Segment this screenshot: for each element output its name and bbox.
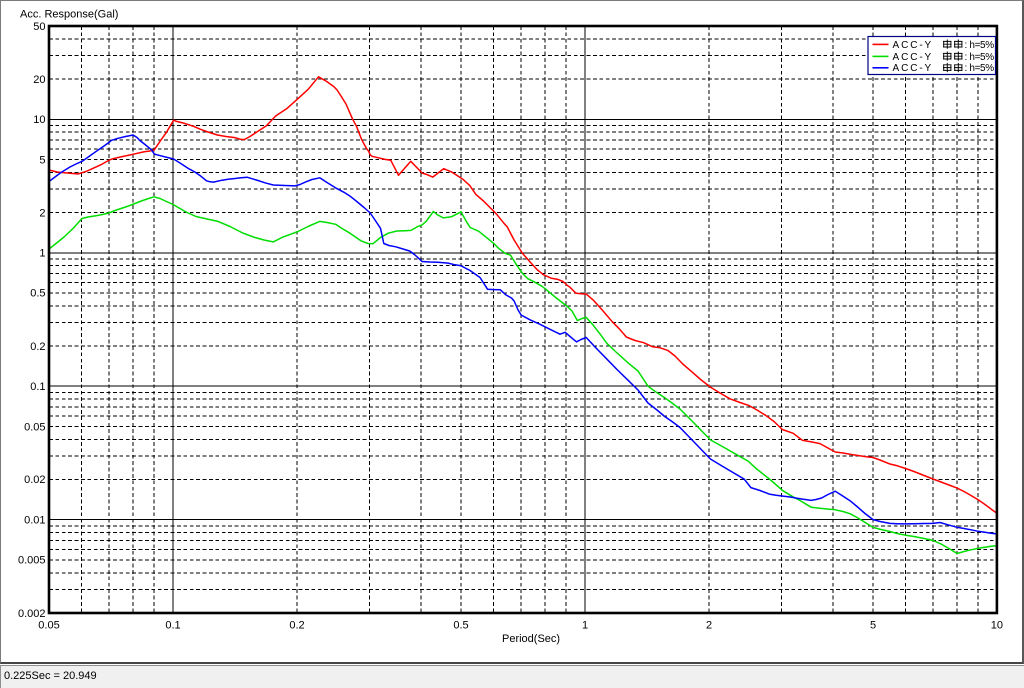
svg-text:0.2: 0.2 <box>30 341 45 353</box>
svg-text:5: 5 <box>870 620 876 632</box>
svg-text:0.05: 0.05 <box>24 422 45 434</box>
svg-text:: h=5%: : h=5% <box>965 52 995 63</box>
svg-text:0.5: 0.5 <box>30 288 45 300</box>
svg-text:0.1: 0.1 <box>30 381 45 393</box>
svg-text:1: 1 <box>582 620 588 632</box>
svg-text:0.002: 0.002 <box>18 608 46 620</box>
svg-text:5: 5 <box>39 154 45 166</box>
svg-text:0.01: 0.01 <box>24 515 45 527</box>
svg-text:0.2: 0.2 <box>289 620 304 632</box>
svg-text:: h=5%: : h=5% <box>965 63 995 74</box>
svg-text:: h=5%: : h=5% <box>965 40 995 51</box>
svg-text:Acc. Response(Gal): Acc. Response(Gal) <box>20 9 118 21</box>
svg-text:0.05: 0.05 <box>38 620 59 632</box>
svg-text:20: 20 <box>33 74 45 86</box>
svg-text:1: 1 <box>39 248 45 260</box>
svg-text:0.005: 0.005 <box>18 555 46 567</box>
svg-text:0.1: 0.1 <box>165 620 180 632</box>
svg-text:ACC-Y: ACC-Y <box>893 52 934 63</box>
svg-text:0.02: 0.02 <box>24 474 45 486</box>
svg-text:ACC-Y: ACC-Y <box>893 40 934 51</box>
svg-text:10: 10 <box>991 620 1003 632</box>
svg-text:2: 2 <box>39 207 45 219</box>
svg-text:ACC-Y: ACC-Y <box>893 63 934 74</box>
svg-text:0.5: 0.5 <box>453 620 468 632</box>
svg-text:10: 10 <box>33 114 45 126</box>
svg-text:Period(Sec): Period(Sec) <box>502 633 560 645</box>
svg-text:50: 50 <box>33 21 45 33</box>
svg-text:2: 2 <box>706 620 712 632</box>
